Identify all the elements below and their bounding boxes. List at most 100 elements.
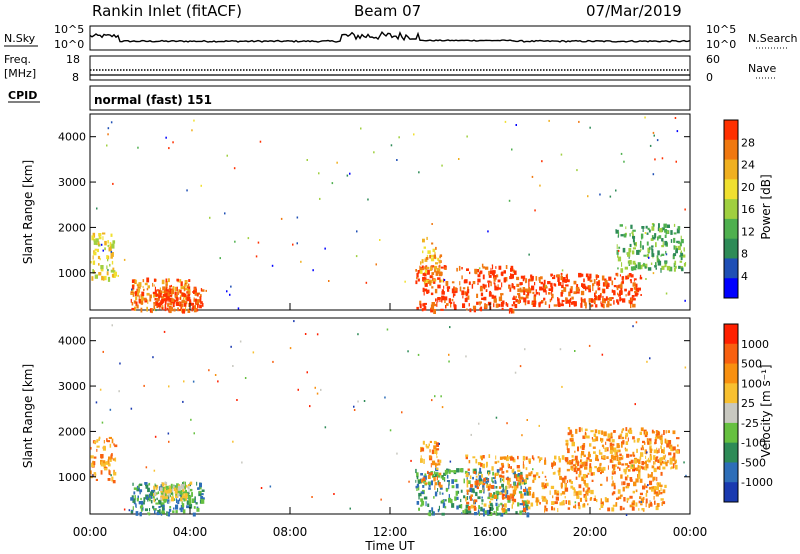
range-cell [501,475,505,478]
range-cell [639,496,642,499]
range-cell [561,284,564,289]
range-cell [445,281,449,286]
nave-tick-top: 60 [706,53,720,66]
range-cell [564,475,567,480]
range-cell [493,492,496,496]
range-cell [478,505,480,510]
colorbar-swatch [724,403,738,424]
range-cell [629,243,632,248]
range-cell [572,458,575,461]
range-cell [527,506,531,510]
range-cell [619,290,621,294]
range-cell [522,508,527,513]
range-cell [554,501,558,505]
range-cell [622,486,625,492]
range-cell [175,486,178,489]
range-cell [596,277,598,280]
range-cell [502,478,504,481]
range-cell [652,476,656,481]
range-cell [97,241,100,246]
range-cell [424,266,428,270]
range-cell [679,255,683,258]
range-cell [113,443,115,446]
range-cell [514,371,517,374]
range-cell [434,482,437,486]
range-cell [111,438,114,444]
range-cell [123,258,126,261]
range-cell [437,277,441,280]
range-cell [107,240,109,244]
range-cell [469,487,473,493]
range-cell [182,400,184,403]
range-cell [93,239,95,242]
range-cell [466,479,468,483]
range-cell [130,497,134,501]
range-cell [661,253,665,256]
range-cell [666,443,670,448]
range-cell [534,209,536,212]
range-cell [530,502,534,507]
range-cell [672,446,676,451]
range-cell [146,496,149,500]
range-cell [659,465,661,470]
range-cell [650,501,652,506]
range-cell [546,482,549,487]
range-cell [161,279,165,285]
range-cell [138,282,142,287]
range-cell [651,235,654,239]
range-cell [600,472,602,475]
range-cell [379,239,381,241]
range-cell [621,441,625,445]
range-cell [130,407,133,410]
range-cell [111,260,114,265]
range-cell [660,457,664,461]
range-cell [164,304,167,310]
range-cell [425,444,428,448]
range-cell [594,429,598,434]
range-cell [104,468,108,471]
range-cell [583,278,585,283]
range-cell [630,303,632,309]
range-cell [524,275,526,280]
range-cell [90,447,92,450]
range-cell [142,502,145,505]
range-cell [651,488,654,492]
range-cell [500,301,504,307]
range-cell [630,465,634,469]
range-cell [429,282,432,286]
nsky-tick-top: 10^5 [54,23,84,36]
range-cell [616,456,619,461]
range-cell [649,501,651,505]
range-cell [628,461,632,464]
range-cell [93,441,97,443]
range-cell [197,303,199,308]
range-cell [622,428,625,431]
range-cell [432,248,436,253]
range-cell [433,496,435,499]
range-cell [297,388,299,391]
cpid-panel: CPID normal (fast) 151 [8,85,691,111]
range-cell [477,473,480,476]
range-cell [505,456,509,462]
range-cell [180,493,183,496]
range-cell [461,512,463,515]
range-cell [401,411,403,414]
range-cell [566,299,570,304]
range-cell [645,455,647,459]
range-cell [418,171,420,174]
range-cell [615,229,619,234]
range-cell [575,428,578,434]
range-cell [501,464,505,468]
range-cell [574,302,576,307]
range-cell [107,440,110,443]
range-cell [396,452,398,455]
range-cell [482,482,486,486]
range-cell [107,459,110,464]
range-cell [165,281,168,286]
range-cell [431,399,433,402]
range-cell [583,298,586,304]
range-cell [641,226,645,229]
range-cell [643,430,646,433]
range-cell [548,119,550,122]
range-cell [560,275,563,281]
